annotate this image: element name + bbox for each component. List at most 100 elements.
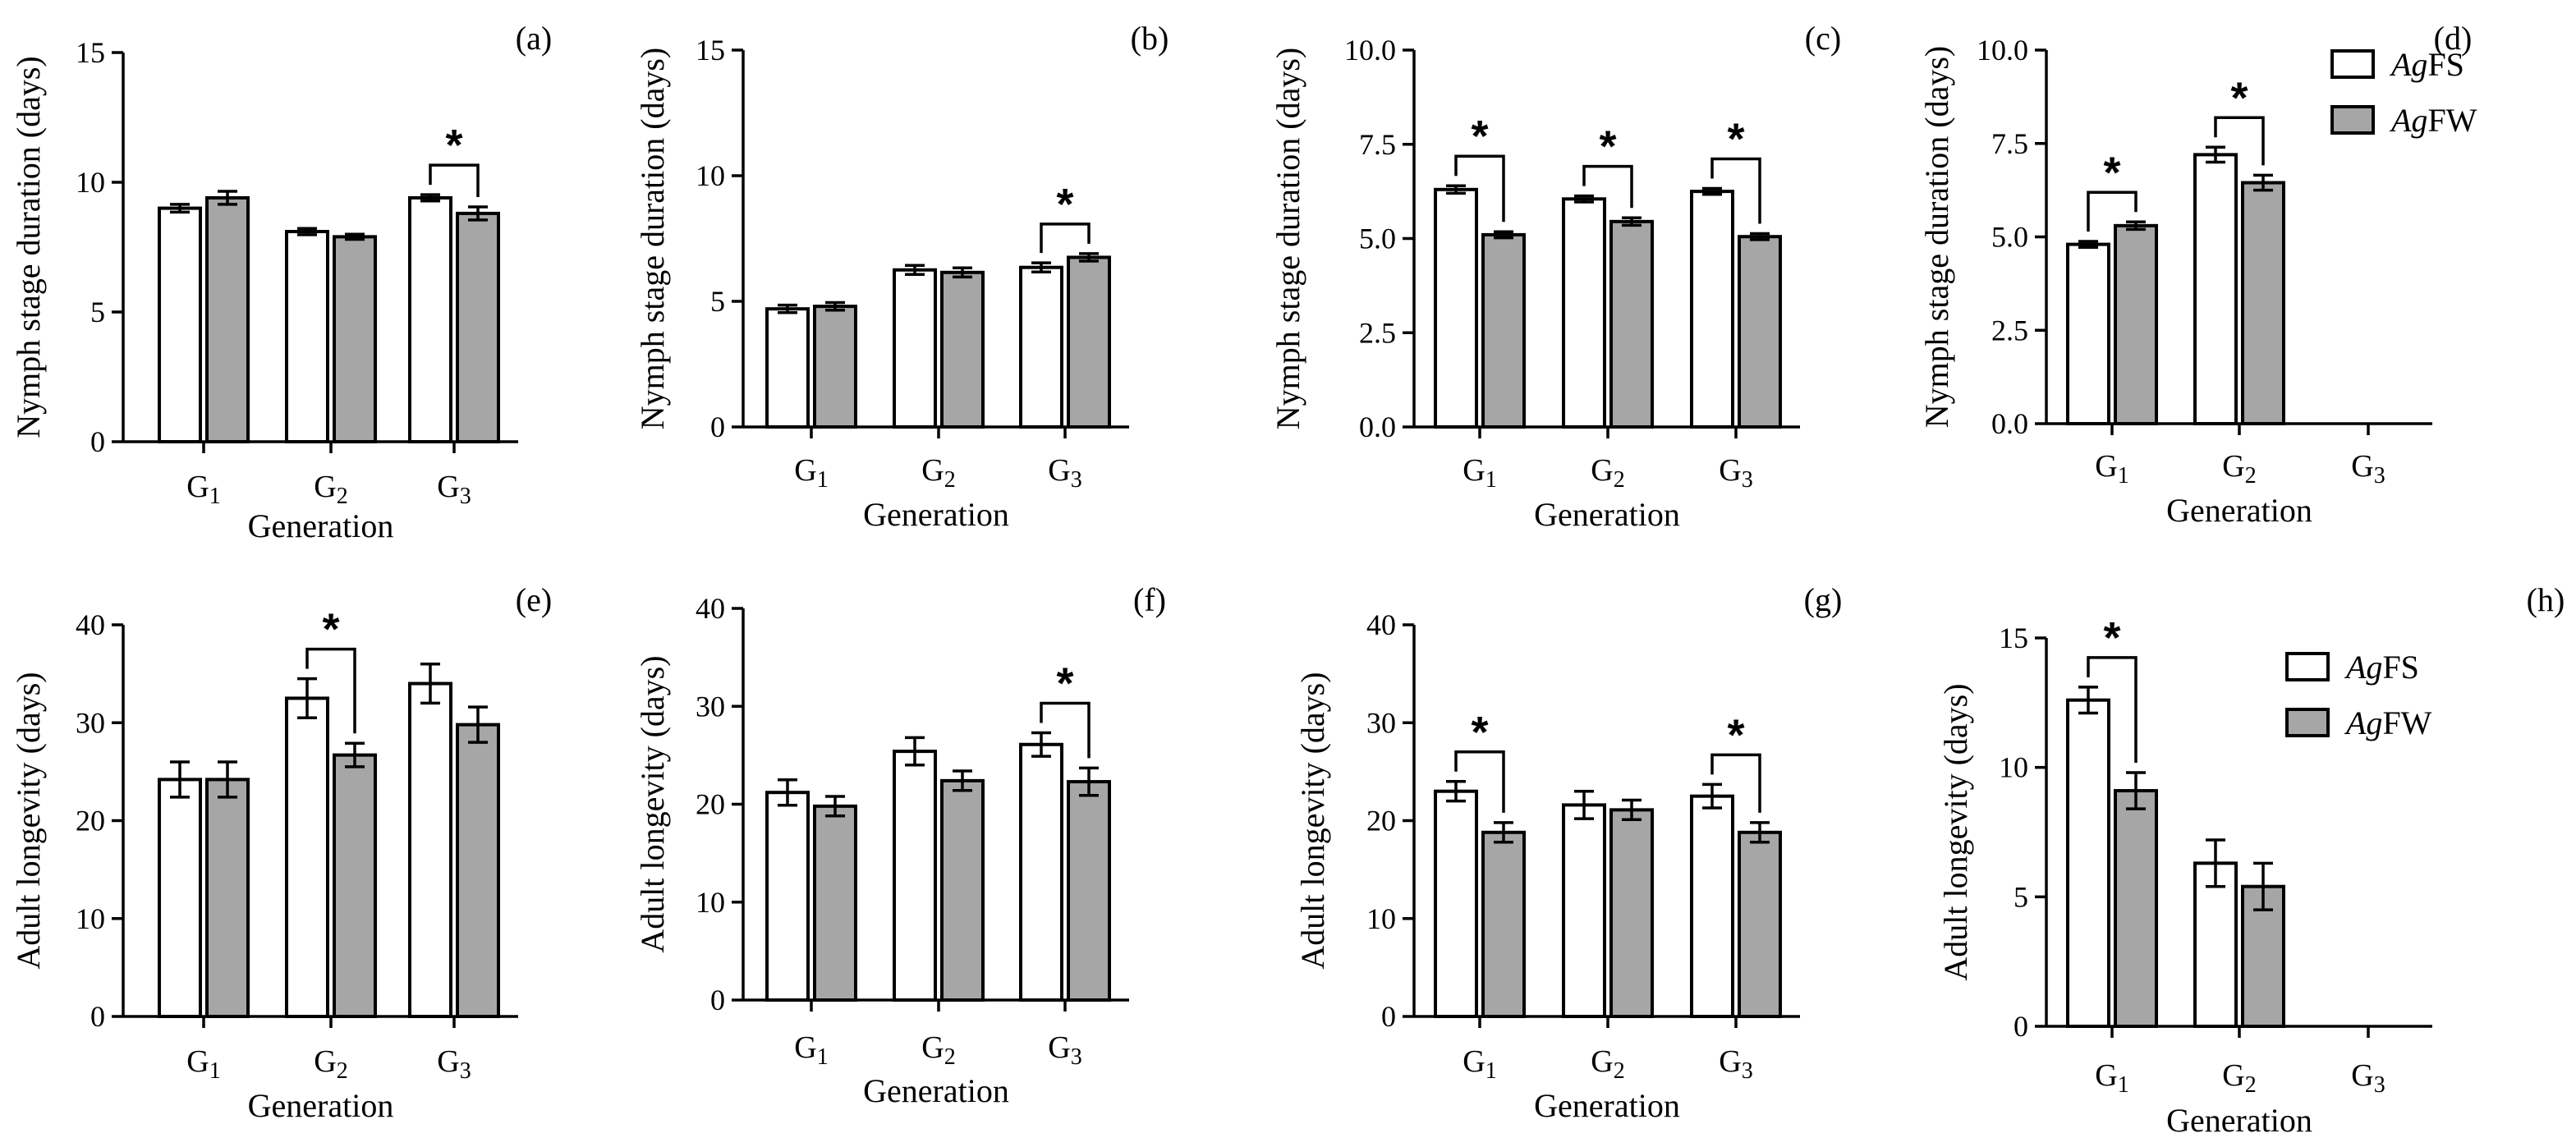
y-axis-title: Nymph stage duration (days): [1270, 48, 1306, 429]
x-tick-label: G3: [1719, 453, 1752, 493]
panel-label: (b): [1131, 20, 1169, 57]
y-tick-label: 40: [696, 592, 725, 625]
significance-star: *: [1471, 708, 1488, 757]
y-tick-label: 2.5: [1359, 316, 1396, 349]
bar-agfw: [2114, 789, 2158, 1029]
x-tick-label: G1: [794, 1030, 828, 1070]
y-tick-label: 20: [1366, 805, 1396, 837]
bar-agfw: [1738, 235, 1782, 429]
bar-agfs: [1434, 789, 1478, 1018]
x-tick-label: G1: [2095, 1058, 2128, 1098]
legend-label: AgFW: [2344, 704, 2432, 741]
y-tick-label: 5.0: [1359, 223, 1396, 255]
panel-g: 0 10 20 30 40 G1 G2 G3 Generation Adult longevity…: [1294, 581, 1842, 1124]
y-tick-label: 7.5: [1359, 128, 1396, 161]
x-tick-label: G1: [794, 453, 828, 493]
y-tick-label: 0: [2014, 1010, 2028, 1043]
significance-bracket: [1710, 157, 1761, 224]
bar-agfw: [333, 753, 377, 1018]
legend: AgFS AgFW: [2330, 46, 2477, 139]
bar-agfw: [205, 778, 250, 1018]
x-tick-label: G1: [1462, 453, 1496, 493]
bar-agfs: [1019, 742, 1063, 1002]
bar-agfw: [333, 235, 377, 443]
y-tick-label: 5: [710, 285, 725, 318]
x-axis-title: Generation: [863, 1072, 1009, 1109]
bar-agfs: [1434, 187, 1478, 429]
bar-agfs: [158, 206, 202, 443]
bar-agfs: [1019, 265, 1063, 429]
bar-agfw: [813, 305, 857, 429]
significance-star: *: [2103, 148, 2120, 197]
y-tick-label: 0: [1381, 1000, 1396, 1033]
y-tick-label: 10: [76, 902, 105, 935]
bar-agfw: [1067, 780, 1111, 1002]
y-tick-label: 10: [696, 886, 725, 919]
x-axis-title: Generation: [248, 1087, 394, 1124]
y-tick-label: 30: [1366, 706, 1396, 739]
bar-agfs: [1690, 190, 1734, 429]
x-tick-label: G3: [437, 470, 471, 509]
significance-star: *: [1727, 114, 1744, 163]
bar-agfs: [765, 307, 810, 429]
bar-agfw: [1609, 219, 1654, 429]
bar-agfs: [893, 268, 937, 429]
x-axis-title: Generation: [2166, 1102, 2312, 1139]
x-axis-title: Generation: [248, 507, 394, 544]
x-tick-label: G3: [437, 1044, 471, 1084]
significance-bracket: [2087, 190, 2137, 232]
bar-agfw: [1738, 830, 1782, 1018]
x-tick-label: G2: [1591, 453, 1624, 493]
bar-agfw: [2114, 223, 2158, 425]
significance-bracket: [1454, 750, 1505, 813]
x-tick-label: G2: [314, 470, 347, 509]
y-tick-label: 40: [76, 608, 105, 641]
panel-f: 0 10 20 30 40 G1 G2 G3 Generation Adult longevity…: [634, 581, 1166, 1109]
panel-label: (c): [1805, 20, 1841, 57]
x-tick-label: G2: [2222, 1058, 2256, 1098]
panel-label: (f): [1133, 581, 1166, 618]
bar-agfw: [2241, 181, 2285, 425]
significance-bracket: [1582, 164, 1633, 209]
legend-label: AgFS: [2389, 46, 2464, 83]
y-tick-label: 10.0: [1977, 34, 2028, 67]
bar-agfs: [1690, 794, 1734, 1018]
y-tick-label: 15: [1999, 622, 2028, 654]
y-tick-label: 30: [76, 706, 105, 739]
significance-star: *: [2230, 73, 2248, 122]
panel-e: 0 10 20 30 40 G1 G2 G3 Generation Adult longevity…: [10, 581, 552, 1124]
significance-bracket: [1454, 154, 1505, 223]
x-tick-label: G3: [2351, 449, 2385, 489]
bar-agfw: [940, 270, 985, 429]
y-axis-title: Adult longevity (days): [1937, 683, 1974, 980]
significance-star: *: [445, 121, 462, 170]
panel-b: 0 5 10 15 G1 G2 G3 Generation Nymph stage durati…: [634, 20, 1169, 533]
y-tick-label: 10: [1999, 751, 2028, 784]
bar-agfs: [285, 230, 329, 444]
y-tick-label: 0.0: [1991, 407, 2028, 440]
y-tick-label: 30: [696, 690, 725, 723]
legend-swatch-agfw: [2330, 105, 2375, 135]
legend-label: AgFS: [2344, 649, 2419, 686]
y-tick-label: 10: [76, 166, 105, 199]
y-tick-label: 5.0: [1991, 221, 2028, 254]
y-axis-title: Nymph stage duration (days): [1918, 46, 1955, 428]
y-tick-label: 2.5: [1991, 314, 2028, 346]
significance-star: *: [1599, 122, 1616, 172]
bar-agfw: [456, 211, 500, 443]
bar-agfw: [205, 195, 250, 444]
bar-agfw: [1481, 232, 1526, 429]
panel-d: 0.0 2.5 5.0 7.5 10.0 G1 G2 G3 Generation Nymph st…: [1918, 20, 2477, 529]
y-axis-title: Adult longevity (days): [10, 672, 47, 969]
bar-agfs: [2066, 698, 2110, 1028]
bar-agfw: [940, 778, 985, 1002]
y-tick-label: 7.5: [1991, 127, 2028, 160]
bar-agfw: [1481, 830, 1526, 1018]
y-tick-label: 15: [76, 36, 105, 69]
y-tick-label: 20: [76, 805, 105, 837]
legend-swatch-agfs: [2330, 49, 2375, 79]
significance-star: *: [1056, 180, 1073, 229]
y-tick-label: 5: [90, 296, 105, 328]
legend: AgFS AgFW: [2285, 649, 2432, 741]
x-tick-label: G2: [1591, 1044, 1624, 1084]
